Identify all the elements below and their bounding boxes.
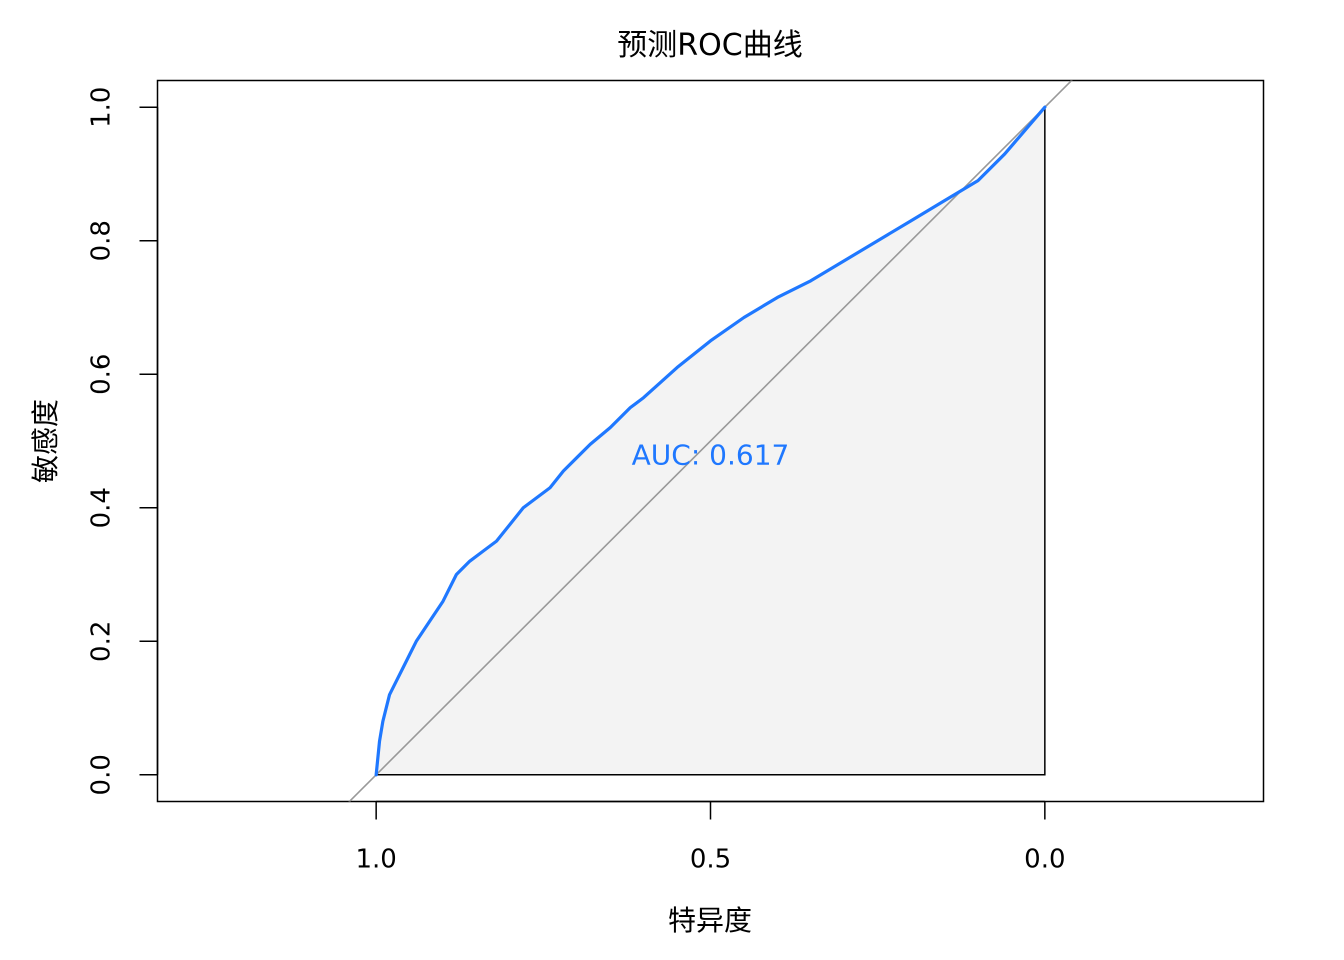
chart-title: 预测ROC曲线 <box>617 28 802 63</box>
x-tick-label: 1.0 <box>355 845 396 875</box>
auc-label: AUC: 0.617 <box>632 438 790 471</box>
y-tick-label: 1.0 <box>87 87 117 128</box>
y-tick-label: 0.6 <box>87 354 117 395</box>
y-tick-label: 0.4 <box>87 487 117 528</box>
x-tick-label: 0.0 <box>1024 845 1065 875</box>
reference-diagonal <box>348 80 1073 802</box>
x-axis: 1.0 0.5 0.0 <box>355 800 1066 875</box>
roc-curve <box>374 105 1047 777</box>
y-tick-label: 0.0 <box>87 754 117 795</box>
y-axis-label: 敏感度 <box>29 399 62 483</box>
y-tick-label: 0.8 <box>87 220 117 261</box>
y-tick-label: 0.2 <box>87 621 117 662</box>
plot-area <box>348 80 1073 802</box>
x-axis-label: 特异度 <box>668 904 752 937</box>
x-tick-label: 0.5 <box>690 845 731 875</box>
y-axis: 0.0 0.2 0.4 0.6 0.8 1.0 <box>87 87 159 795</box>
